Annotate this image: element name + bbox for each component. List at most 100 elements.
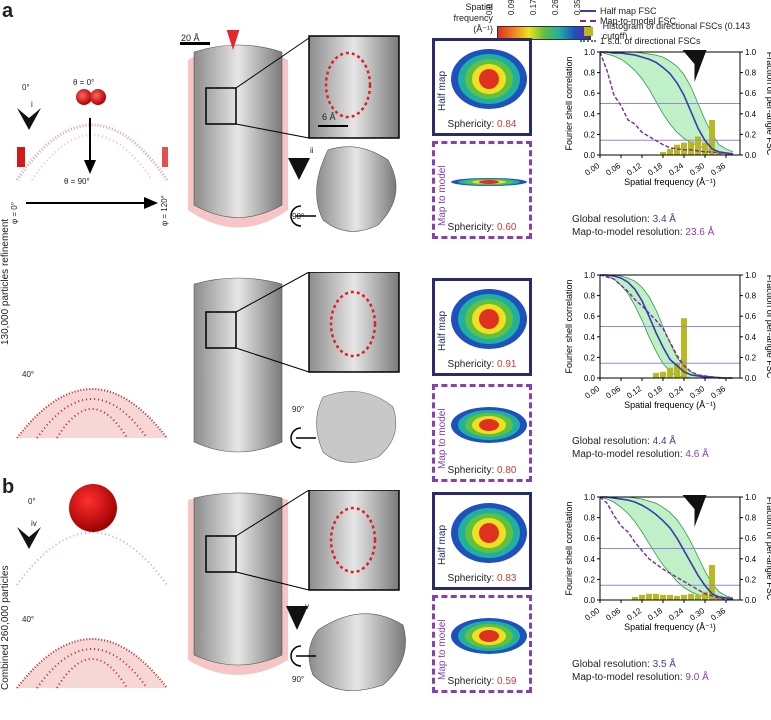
sphericity-value: 0.59 — [497, 676, 517, 687]
y-tick-label-right: 1.0 — [745, 271, 757, 280]
histogram-bar — [674, 144, 680, 155]
deg-40-label-b: 40° — [22, 615, 35, 624]
histogram-bar — [702, 142, 708, 155]
histogram-bar — [632, 596, 638, 600]
map-to-model-resolution: Map-to-model resolution: 9.0 Å — [572, 672, 709, 683]
y-tick-label-left: 0.6 — [584, 312, 596, 321]
legend-sd: 1 s.d. of directional FSCs — [580, 36, 770, 46]
global-resolution: Global resolution: 4.4 Å — [572, 436, 676, 447]
y-tick-label-right: 0.2 — [745, 575, 757, 584]
y-tick-label-left: 0.0 — [584, 374, 596, 383]
orientation-plot-b-bottom — [16, 638, 168, 689]
sphericity-value: 0.83 — [497, 573, 517, 584]
map-to-model-fsc-line — [599, 51, 734, 155]
panel-a-side-label: 130,000 particles refinement — [0, 218, 11, 345]
x-tick-label: 0.06 — [604, 384, 622, 401]
sphericity-text: Sphericity: 0.60 — [435, 222, 529, 233]
x-tick-label: 0.18 — [646, 384, 664, 401]
resolution-arrowhead — [682, 50, 707, 82]
roman-v: v — [305, 602, 309, 611]
theta-90-label: θ = 90° — [64, 177, 90, 186]
sphericity-label: Sphericity: — [447, 573, 495, 584]
histogram-bar — [681, 594, 687, 600]
y-tick-label-right: 0.4 — [745, 333, 757, 342]
histogram-bar — [688, 141, 694, 155]
histogram-bar — [681, 142, 687, 155]
y-axis-label-right: Fraction of per-angle FSC — [765, 497, 771, 601]
y-tick-label-left: 1.0 — [584, 271, 596, 280]
histogram-bar — [688, 593, 694, 600]
roman-i: i — [31, 100, 33, 109]
sphericity-value: 0.84 — [497, 119, 517, 130]
global-resolution: Global resolution: 3.4 Å — [572, 214, 676, 225]
y-tick-label-left: 0.4 — [584, 333, 596, 342]
isosurface-ring — [479, 309, 499, 329]
histogram-bar — [646, 593, 652, 600]
x-tick-label: 0.30 — [688, 384, 706, 401]
y-axis-label-left: Fourier shell correlation — [564, 56, 574, 150]
map-to-model-resolution-value: 23.6 Å — [685, 227, 715, 238]
x-tick-label: 0.12 — [625, 161, 643, 178]
y-tick-label-left: 1.0 — [584, 48, 596, 57]
map-to-model-fsc-line — [599, 274, 733, 379]
axes-frame — [599, 274, 741, 379]
sphericity-text: Sphericity: 0.91 — [435, 359, 529, 370]
y-tick-label-right: 0.0 — [745, 374, 757, 383]
density-map-a-top — [180, 30, 400, 232]
y-tick-label-right: 0.8 — [745, 69, 757, 78]
density-map-b — [188, 490, 406, 691]
sphericity-label: Sphericity: — [447, 222, 495, 233]
colorbar-title-line3: (Å⁻¹) — [473, 24, 493, 34]
sphericity-text: Sphericity: 0.83 — [435, 573, 529, 584]
panel-letter-a: a — [2, 0, 14, 22]
resolution-summary-2: Global resolution: 4.4 Å Map-to-model re… — [572, 435, 709, 461]
y-tick-label-left: 0.2 — [584, 353, 596, 362]
sphericity-text: Sphericity: 0.59 — [435, 676, 529, 687]
isosurface-ring — [479, 69, 499, 89]
isosurface-ring — [479, 180, 499, 184]
x-tick-label: 0.24 — [667, 384, 685, 401]
y-tick-label-left: 0.8 — [584, 514, 596, 523]
x-tick-label: 0.24 — [667, 606, 685, 623]
deg-90-label-b: 90° — [292, 675, 305, 684]
y-axis-label-right: Fraction of per-angle FSC — [765, 275, 771, 379]
y-tick-label-right: 0.6 — [745, 534, 757, 543]
histogram-bar — [695, 136, 701, 155]
x-tick-label: 0.30 — [688, 606, 706, 623]
3dfsc-projection — [451, 618, 527, 654]
histogram-bar — [667, 367, 673, 378]
phi-0-label: φ = 0° — [10, 202, 19, 224]
x-tick-label: 0.36 — [709, 606, 727, 623]
sd-band — [600, 275, 733, 378]
global-resolution: Global resolution: 3.5 Å — [572, 659, 676, 670]
half-map-box-3: Half map Sphericity: 0.83 — [432, 492, 532, 590]
3dfsc-projection — [451, 407, 527, 443]
histogram-bar — [653, 372, 659, 378]
axes-frame — [599, 496, 741, 601]
y-tick-label-left: 0.2 — [584, 575, 596, 584]
sphericity-value: 0.80 — [497, 465, 517, 476]
sphericity-value: 0.60 — [497, 222, 517, 233]
colorbar-tick-0: 0.0 — [485, 3, 494, 15]
orientation-plot-a-top — [15, 89, 169, 209]
y-tick-label-left: 0.0 — [584, 596, 596, 605]
orientation-plot-b-top — [16, 484, 168, 586]
colorbar-tick-1: 0.09 — [507, 0, 516, 15]
deg-90-label-a-bottom: 90° — [292, 405, 305, 414]
arrowhead-i — [17, 108, 41, 130]
map-to-model-resolution: Map-to-model resolution: 4.6 Å — [572, 449, 709, 460]
isosurface-ring — [479, 523, 499, 543]
y-tick-label-right: 0.4 — [745, 555, 757, 564]
orientation-plot-a-bottom — [16, 388, 168, 439]
histogram-bar — [709, 564, 715, 600]
y-tick-label-right: 0.6 — [745, 89, 757, 98]
half-map-fsc-line — [600, 51, 734, 155]
panel-letter-b: b — [2, 476, 15, 498]
histogram-bar — [660, 151, 666, 155]
map-to-model-resolution-value: 4.6 Å — [685, 449, 709, 460]
resolution-summary-1: Global resolution: 3.4 Å Map-to-model re… — [572, 213, 714, 239]
histogram-bar — [702, 591, 708, 600]
y-tick-label-left: 0.4 — [584, 110, 596, 119]
x-tick-label: 0.36 — [709, 384, 727, 401]
y-tick-label-right: 0.8 — [745, 514, 757, 523]
